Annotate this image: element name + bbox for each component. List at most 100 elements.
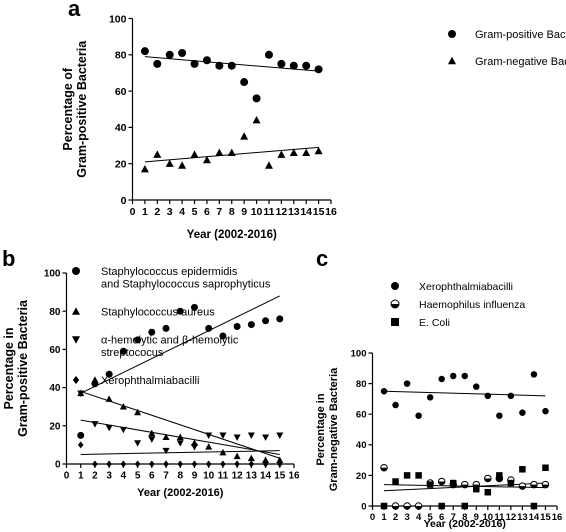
data-point-series-4 bbox=[276, 460, 283, 468]
data-point-series-1 bbox=[77, 431, 85, 439]
y-tick-label: 40 bbox=[356, 440, 367, 451]
x-tick-label: 11 bbox=[218, 471, 229, 482]
y-tick-label: 20 bbox=[356, 471, 367, 482]
x-axis-label: Year (2002-2016) bbox=[187, 229, 277, 241]
data-point-series-2 bbox=[240, 132, 249, 140]
data-point-series-2 bbox=[314, 146, 323, 155]
data-point-series-3 bbox=[461, 502, 468, 510]
data-point-series-1 bbox=[542, 407, 549, 415]
data-point-series-1 bbox=[105, 370, 113, 378]
x-tick-label: 13 bbox=[288, 206, 300, 218]
data-point-series-2 bbox=[276, 456, 284, 463]
data-point-series-3 bbox=[276, 432, 284, 440]
y-tick-label: 40 bbox=[115, 122, 127, 134]
data-point-series-1 bbox=[530, 371, 538, 378]
x-tick-label: 12 bbox=[276, 206, 288, 218]
data-point-series-1 bbox=[484, 392, 492, 400]
x-tick-label: 9 bbox=[192, 471, 198, 482]
data-point-series-3 bbox=[473, 485, 480, 493]
x-tick-label: 0 bbox=[64, 471, 70, 482]
data-point-series-3 bbox=[91, 421, 99, 428]
data-point-series-4 bbox=[92, 460, 98, 468]
data-point-series-4 bbox=[106, 460, 112, 468]
data-point-series-1 bbox=[252, 94, 261, 103]
data-point-series-1 bbox=[426, 394, 434, 401]
data-point-series-3 bbox=[262, 434, 270, 441]
data-point-series-2 bbox=[134, 408, 142, 416]
data-point-series-4 bbox=[262, 460, 269, 468]
x-tick-label: 3 bbox=[404, 512, 409, 523]
x-tick-label: 11 bbox=[263, 206, 274, 218]
y-axis-label: Gram-positive Bacteria bbox=[16, 299, 30, 437]
data-point-series-3 bbox=[247, 432, 255, 440]
data-point-series-1 bbox=[264, 50, 273, 59]
x-tick-label: 0 bbox=[370, 512, 375, 523]
data-point-series-1 bbox=[148, 328, 156, 336]
y-tick-label: 80 bbox=[356, 379, 367, 390]
data-point-series-1 bbox=[176, 307, 184, 315]
data-point-series-2-fill bbox=[496, 478, 503, 482]
x-tick-label: 7 bbox=[163, 471, 169, 482]
y-axis-label: Gram-negative Bacteria bbox=[328, 367, 340, 491]
data-point-series-2-fill bbox=[438, 481, 445, 485]
data-point-series-1 bbox=[205, 324, 213, 332]
y-axis-label: Percentage of bbox=[61, 67, 75, 151]
data-point-series-2 bbox=[247, 454, 255, 462]
x-tick-label: 16 bbox=[325, 206, 337, 218]
data-point-series-4 bbox=[120, 460, 127, 468]
x-tick-label: 6 bbox=[149, 471, 155, 482]
x-tick-label: 10 bbox=[251, 206, 263, 218]
panel-label-b: b bbox=[2, 246, 16, 271]
data-point-series-3 bbox=[134, 440, 142, 447]
data-point-series-3 bbox=[484, 488, 492, 496]
data-point-series-4 bbox=[177, 460, 184, 468]
data-point-series-4 bbox=[248, 460, 255, 468]
data-point-series-3 bbox=[119, 426, 127, 434]
legend-label-2: Staphylococcus aureus bbox=[101, 307, 215, 319]
y-axis-label: Percentage in bbox=[2, 328, 16, 410]
x-axis-label: Year (2002-2016) bbox=[424, 518, 506, 530]
x-tick-label: 16 bbox=[552, 512, 563, 523]
data-point-series-3 bbox=[205, 432, 213, 440]
x-tick-label: 14 bbox=[260, 471, 272, 482]
legend-marker-3 bbox=[72, 336, 80, 344]
data-point-series-1 bbox=[496, 412, 503, 419]
data-point-series-1 bbox=[314, 65, 323, 74]
y-tick-label: 40 bbox=[49, 383, 61, 394]
data-point-series-1 bbox=[461, 372, 468, 380]
x-tick-label: 6 bbox=[439, 512, 444, 523]
data-point-series-1 bbox=[178, 48, 187, 57]
x-tick-label: 12 bbox=[232, 471, 244, 482]
data-point-series-2-fill bbox=[530, 484, 538, 488]
legend-marker-2 bbox=[72, 307, 80, 315]
x-tick-label: 0 bbox=[130, 206, 136, 218]
x-tick-label: 5 bbox=[192, 206, 198, 218]
data-point-series-2 bbox=[219, 448, 227, 456]
data-point-series-2-fill bbox=[484, 478, 492, 482]
x-tick-label: 3 bbox=[106, 471, 112, 482]
data-point-series-2 bbox=[437, 477, 446, 486]
data-point-series-1 bbox=[215, 61, 224, 70]
x-tick-label: 12 bbox=[506, 512, 517, 523]
data-point-series-3 bbox=[219, 432, 227, 440]
data-point-series-4 bbox=[220, 460, 226, 468]
trend-line-4 bbox=[80, 450, 280, 455]
data-point-series-3 bbox=[415, 472, 422, 479]
data-point-series-3 bbox=[176, 440, 184, 447]
data-point-series-2-fill bbox=[461, 484, 468, 488]
data-point-series-1 bbox=[415, 412, 422, 419]
data-point-series-2-fill bbox=[380, 467, 388, 471]
data-point-series-2 bbox=[262, 456, 270, 463]
data-point-series-2 bbox=[484, 474, 492, 483]
legend-label-1: Staphylococcus epidermidis bbox=[101, 266, 238, 278]
data-point-series-2 bbox=[403, 502, 411, 510]
data-point-series-2-fill bbox=[403, 506, 411, 510]
y-tick-label: 100 bbox=[109, 13, 127, 25]
x-tick-label: 2 bbox=[154, 206, 160, 218]
y-axis-label: Percentage in bbox=[315, 393, 327, 465]
data-point-series-2 bbox=[165, 159, 174, 167]
legend-marker-2 bbox=[390, 299, 400, 309]
y-tick-label: 80 bbox=[49, 307, 61, 318]
